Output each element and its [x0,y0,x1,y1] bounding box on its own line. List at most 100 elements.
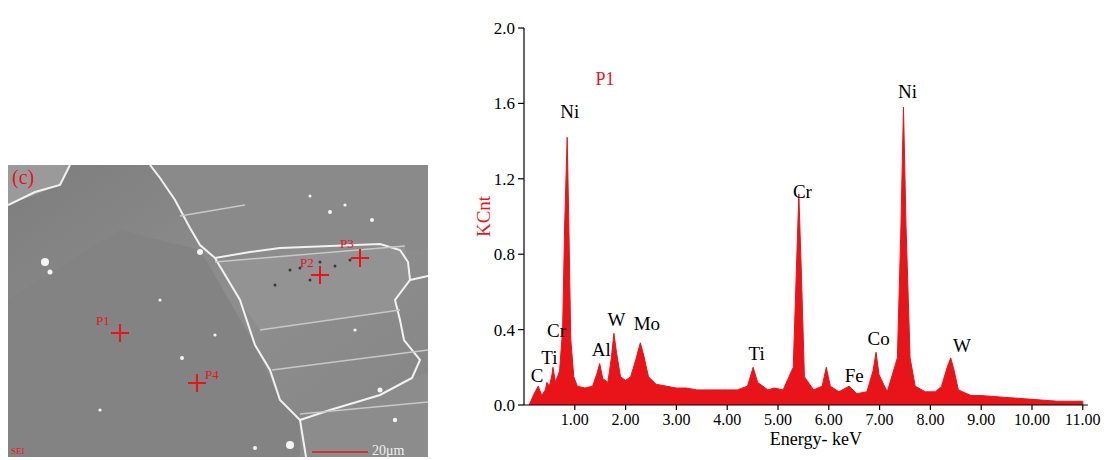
grain [8,165,70,205]
measurement-point: P4 [188,367,219,392]
spectrum [529,107,1083,405]
grain [8,230,300,457]
y-tick [518,254,524,255]
sem-image [8,165,428,457]
x-axis-line [524,404,1088,405]
scale-bar-label: 20μm [372,443,405,458]
precipitate [370,218,374,222]
x-tick-label: 1.00 [561,411,589,428]
y-tick-label: 1.6 [494,94,515,113]
x-tick [727,405,728,410]
sem-background [8,165,428,457]
x-tick-label: 4.00 [713,411,741,428]
measurement-point: P3 [340,236,369,267]
precipitate [328,210,332,214]
element-label: Fe [845,365,864,386]
precipitate [41,258,49,266]
grain-boundary [8,165,70,205]
precipitate [286,441,294,449]
y-tick-label: 0.8 [494,245,515,264]
x-tick [828,405,829,410]
element-label: W [607,309,625,330]
x-axis-title: Energy- keV [770,429,862,449]
element-label: C [531,365,544,386]
precipitate [353,328,356,331]
precipitate [159,299,162,302]
y-axis-line [523,28,524,405]
pore [274,284,277,287]
x-tick [879,405,880,410]
precipitate [343,203,346,206]
element-label: Mo [634,313,660,334]
y-tick-label: 0.0 [494,396,515,415]
crosshair [188,374,206,392]
x-tick-label: 8.00 [916,411,944,428]
element-label: Ti [541,347,557,368]
detector-label: SEI [11,446,25,456]
precipitate [393,418,397,422]
precipitate [213,333,216,336]
y-tick [518,178,524,179]
marks [529,107,1083,405]
pore [309,279,312,282]
x-tick-label: 3.00 [662,411,690,428]
y-tick-label: 1.2 [494,170,515,189]
precipitate [309,195,312,198]
x-tick [777,405,778,410]
twin-line [300,402,428,414]
annotations: CTiCrNiAlWMoTiCrFeCoNiW [531,81,971,387]
twin-line [260,310,400,330]
precipitate [253,446,257,450]
x-tick-label: 11.00 [1065,411,1100,428]
y-tick-label: 0.4 [494,321,516,340]
x-tick-label: 9.00 [967,411,995,428]
y-tick [518,404,524,405]
crosshair [111,324,129,342]
grain-boundary [215,258,306,457]
x-tick-label: 6.00 [815,411,843,428]
element-label: Ni [560,101,579,122]
twin-band [215,246,410,330]
x-tick [930,405,931,410]
precipitate [180,356,184,360]
pore [319,261,322,264]
element-label: Cr [547,320,567,341]
x-tick [981,405,982,410]
element-label: Ni [898,81,917,102]
x-tick [1031,405,1032,410]
point-label: P3 [340,236,354,251]
element-label: Ti [749,343,765,364]
twin-line [272,350,428,370]
x-tick-label: 5.00 [764,411,792,428]
y-tick [518,103,524,104]
pore [289,269,292,272]
element-label: W [953,335,971,356]
y-axis-title: KCnt [473,195,494,237]
precipitate [378,388,383,393]
element-label: Cr [793,181,813,202]
crosshair [351,249,369,267]
twin-line [180,205,245,216]
scale-bar [312,451,368,453]
x-tick [625,405,626,410]
measurement-point: P1 [96,313,129,342]
x-tick [1082,405,1083,410]
grain-boundary [410,276,428,280]
precipitate [48,270,53,275]
chart-title: P1 [595,69,614,89]
x-tick [676,405,677,410]
x-tick [574,405,575,410]
grain [150,165,428,258]
page: (c) P1 P2 P3 P4 SEI 20μm 0.0 0.4 0.8 1.2 1.6 2.0 1.00… [0,0,1113,460]
x-tick-label: 10.00 [1014,411,1050,428]
point-label: P1 [96,313,110,328]
y-tick [518,329,524,330]
x-tick-label: 2.00 [612,411,640,428]
y-tick-label: 2.0 [494,19,515,38]
point-label: P2 [300,255,314,270]
pore [334,265,337,268]
point-label: P4 [205,367,219,382]
element-label: Co [867,328,889,349]
panel-label: (c) [12,166,34,189]
y-tick [518,27,524,28]
